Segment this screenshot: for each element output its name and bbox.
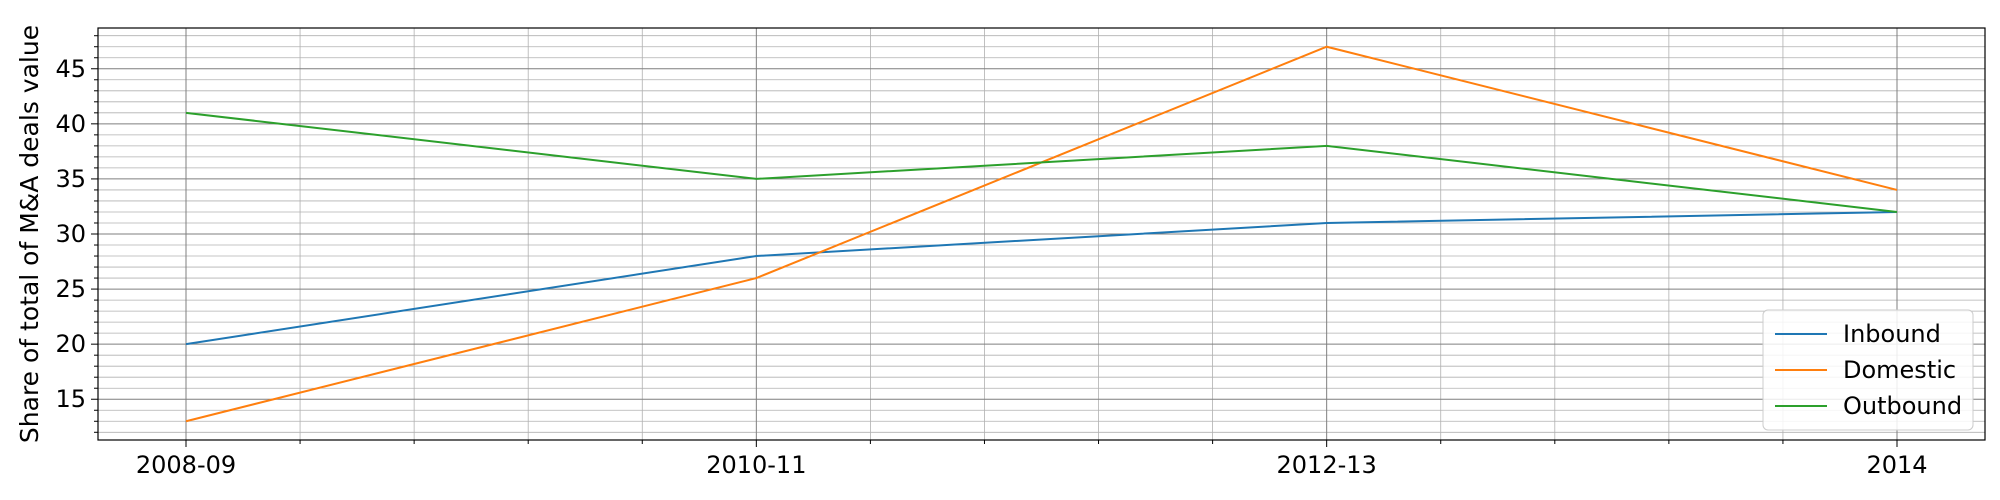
y-tick-label: 45 — [55, 55, 86, 83]
series-lines — [185, 45, 1898, 423]
major-grid — [98, 28, 1985, 440]
y-tick-label: 40 — [55, 110, 86, 138]
legend-label-domestic: Domestic — [1843, 356, 1956, 384]
y-tick-label: 35 — [55, 165, 86, 193]
legend-box — [1762, 309, 1974, 431]
x-tick-label: 2010-11 — [706, 451, 806, 479]
legend: Inbound Domestic Outbound — [1762, 309, 1974, 431]
y-tick-label: 20 — [55, 330, 86, 358]
x-tick-label: 2008-09 — [136, 451, 236, 479]
y-tick-label: 25 — [55, 275, 86, 303]
y-tick-label: 30 — [55, 220, 86, 248]
series-line-inbound — [185, 210, 1898, 346]
minor-grid — [98, 28, 1985, 440]
y-tick-label: 15 — [55, 385, 86, 413]
x-tick-label: 2012-13 — [1277, 451, 1377, 479]
legend-label-outbound: Outbound — [1843, 392, 1962, 420]
x-tick-label: 2014 — [1866, 451, 1927, 479]
series-line-outbound — [185, 111, 1898, 213]
legend-label-inbound: Inbound — [1843, 320, 1941, 348]
y-axis-ticks: 15 20 25 30 35 40 45 — [55, 35, 98, 433]
x-axis-ticks: 2008-09 2010-11 2012-13 2014 — [136, 440, 1928, 479]
y-axis-label: Share of total of M&A deals value — [15, 25, 44, 443]
